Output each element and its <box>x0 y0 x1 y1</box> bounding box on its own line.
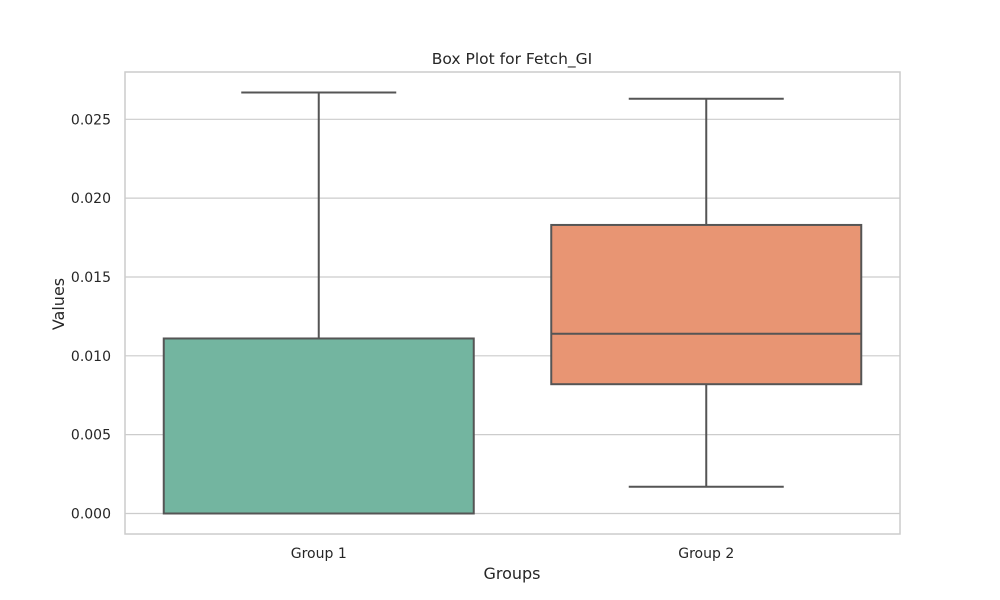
x-tick-label: Group 1 <box>291 546 347 562</box>
plot-frame <box>124 71 901 535</box>
y-tick-label: 0.020 <box>71 191 111 207</box>
y-tick-label: 0.015 <box>71 270 111 286</box>
x-tick-labels: Group 1 Group 2 <box>291 546 734 562</box>
y-tick-label: 0.005 <box>71 428 111 444</box>
box-layer <box>162 91 863 515</box>
x-axis-title: Groups <box>483 564 540 583</box>
y-tick-label: 0.025 <box>71 112 111 128</box>
y-tick-labels: 0.000 0.005 0.010 0.015 0.020 0.025 <box>71 112 111 522</box>
iqr-box <box>550 223 863 386</box>
x-tick-label: Group 2 <box>678 546 734 562</box>
box-2 <box>550 97 863 488</box>
chart-title: Box Plot for Fetch_GI <box>432 50 592 69</box>
box-1 <box>162 91 475 515</box>
y-tick-label: 0.010 <box>71 349 111 365</box>
iqr-box <box>162 337 475 515</box>
y-axis-title: Values <box>49 278 68 330</box>
y-tick-label: 0.000 <box>71 507 111 523</box>
